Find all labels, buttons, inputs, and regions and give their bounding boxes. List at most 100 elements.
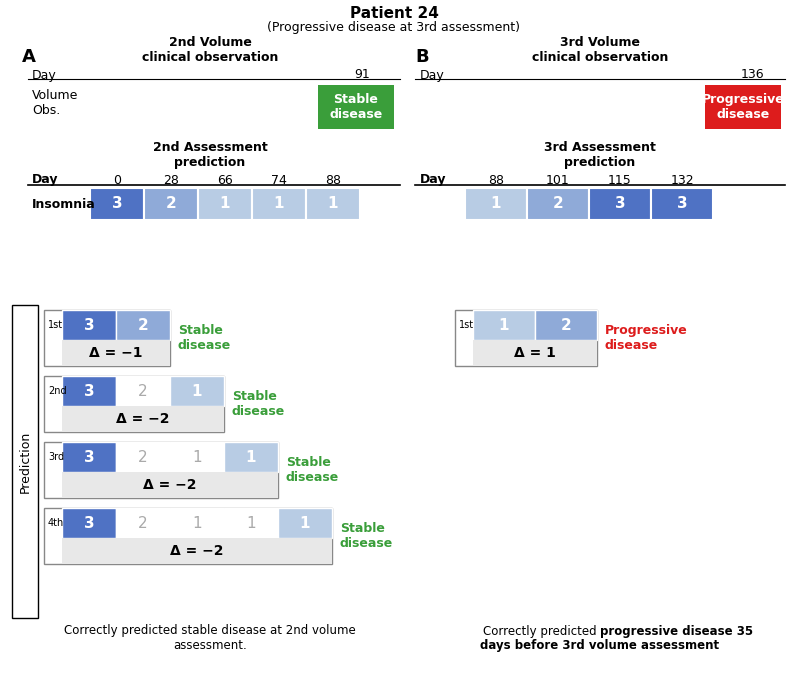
Text: 91: 91 bbox=[354, 69, 370, 81]
Bar bbox=[252, 188, 306, 220]
Text: Correctly predicted: Correctly predicted bbox=[483, 625, 600, 637]
Text: 1: 1 bbox=[193, 516, 202, 530]
Bar bbox=[278, 508, 332, 538]
Text: 3: 3 bbox=[84, 516, 95, 530]
Bar bbox=[62, 406, 224, 432]
Bar bbox=[62, 442, 116, 472]
Bar bbox=[318, 85, 394, 129]
Text: Patient 24: Patient 24 bbox=[350, 7, 439, 22]
Text: 88: 88 bbox=[488, 174, 504, 186]
Text: 1st: 1st bbox=[459, 320, 474, 330]
Text: 74: 74 bbox=[271, 174, 287, 186]
Bar bbox=[651, 188, 713, 220]
Bar bbox=[116, 376, 170, 406]
Text: 3: 3 bbox=[84, 450, 95, 464]
Bar bbox=[62, 310, 116, 340]
Text: 2: 2 bbox=[138, 516, 148, 530]
Text: 0: 0 bbox=[113, 174, 121, 186]
Text: Stable
disease: Stable disease bbox=[340, 522, 393, 550]
Text: 2: 2 bbox=[138, 450, 148, 464]
Text: 2nd: 2nd bbox=[48, 386, 66, 396]
Text: A: A bbox=[22, 48, 36, 66]
Text: Stable
disease: Stable disease bbox=[329, 93, 383, 121]
Text: 2nd Assessment
prediction: 2nd Assessment prediction bbox=[152, 141, 267, 169]
Text: 132: 132 bbox=[670, 174, 694, 186]
Text: Day: Day bbox=[420, 69, 445, 81]
Text: 1: 1 bbox=[246, 516, 256, 530]
Text: Day: Day bbox=[420, 174, 447, 186]
Text: 4th: 4th bbox=[48, 518, 64, 528]
Text: 3: 3 bbox=[112, 197, 122, 211]
Bar bbox=[12, 305, 38, 618]
Text: Progressive
disease: Progressive disease bbox=[605, 324, 688, 352]
Bar bbox=[170, 442, 224, 472]
Text: 1: 1 bbox=[491, 197, 501, 211]
Text: 1: 1 bbox=[193, 450, 202, 464]
Text: Insomnia: Insomnia bbox=[32, 197, 95, 211]
Text: days before 3rd volume assessment: days before 3rd volume assessment bbox=[481, 639, 720, 651]
Text: 2: 2 bbox=[561, 318, 571, 332]
Bar bbox=[44, 442, 278, 498]
Bar bbox=[44, 376, 224, 432]
Text: progressive disease 35: progressive disease 35 bbox=[600, 625, 753, 637]
Bar bbox=[224, 508, 278, 538]
Text: Volume
Obs.: Volume Obs. bbox=[32, 89, 78, 117]
Text: 1st: 1st bbox=[48, 320, 63, 330]
Text: Δ = −2: Δ = −2 bbox=[170, 544, 224, 558]
Bar bbox=[62, 538, 332, 564]
Text: 2: 2 bbox=[166, 197, 177, 211]
Text: Δ = −2: Δ = −2 bbox=[144, 478, 196, 492]
Text: 3rd Volume
clinical observation: 3rd Volume clinical observation bbox=[532, 36, 668, 64]
Bar bbox=[44, 310, 170, 366]
Bar bbox=[589, 188, 651, 220]
Text: 2: 2 bbox=[552, 197, 563, 211]
Text: Stable
disease: Stable disease bbox=[286, 456, 339, 484]
Bar bbox=[62, 508, 116, 538]
Text: 136: 136 bbox=[740, 69, 764, 81]
Bar bbox=[170, 508, 224, 538]
Text: Day: Day bbox=[32, 69, 57, 81]
Bar bbox=[116, 310, 170, 340]
Text: Δ = −2: Δ = −2 bbox=[116, 412, 170, 426]
Bar bbox=[62, 340, 170, 366]
Text: Prediction: Prediction bbox=[18, 430, 32, 493]
Bar bbox=[465, 188, 527, 220]
Bar bbox=[705, 85, 781, 129]
Text: 1: 1 bbox=[499, 318, 509, 332]
Text: 3: 3 bbox=[615, 197, 626, 211]
Text: 3: 3 bbox=[677, 197, 687, 211]
Text: Progressive
disease: Progressive disease bbox=[701, 93, 784, 121]
Text: 1: 1 bbox=[245, 450, 256, 464]
Bar bbox=[527, 188, 589, 220]
Bar bbox=[44, 508, 332, 564]
Text: 3rd: 3rd bbox=[48, 452, 64, 462]
Bar bbox=[473, 340, 597, 366]
Bar bbox=[116, 442, 170, 472]
Bar bbox=[144, 188, 198, 220]
Text: 115: 115 bbox=[608, 174, 632, 186]
Text: 1: 1 bbox=[192, 384, 202, 398]
Text: Δ = 1: Δ = 1 bbox=[514, 346, 556, 360]
Bar bbox=[306, 188, 360, 220]
Bar bbox=[116, 508, 170, 538]
Bar bbox=[62, 376, 116, 406]
Text: 1: 1 bbox=[327, 197, 338, 211]
Text: 88: 88 bbox=[325, 174, 341, 186]
Text: 2: 2 bbox=[137, 318, 148, 332]
Bar bbox=[473, 310, 535, 340]
Text: Stable
disease: Stable disease bbox=[178, 324, 231, 352]
Bar bbox=[455, 310, 597, 366]
Text: 28: 28 bbox=[163, 174, 179, 186]
Text: Stable
disease: Stable disease bbox=[232, 390, 286, 418]
Bar bbox=[170, 376, 224, 406]
Text: 101: 101 bbox=[546, 174, 570, 186]
Bar bbox=[90, 188, 144, 220]
Text: 1: 1 bbox=[220, 197, 230, 211]
Bar bbox=[224, 442, 278, 472]
Bar bbox=[535, 310, 597, 340]
Text: Δ = −1: Δ = −1 bbox=[89, 346, 143, 360]
Text: 2: 2 bbox=[138, 384, 148, 398]
Text: 3: 3 bbox=[84, 318, 95, 332]
Text: 1: 1 bbox=[274, 197, 284, 211]
Text: Correctly predicted stable disease at 2nd volume
assessment.: Correctly predicted stable disease at 2n… bbox=[64, 624, 356, 652]
